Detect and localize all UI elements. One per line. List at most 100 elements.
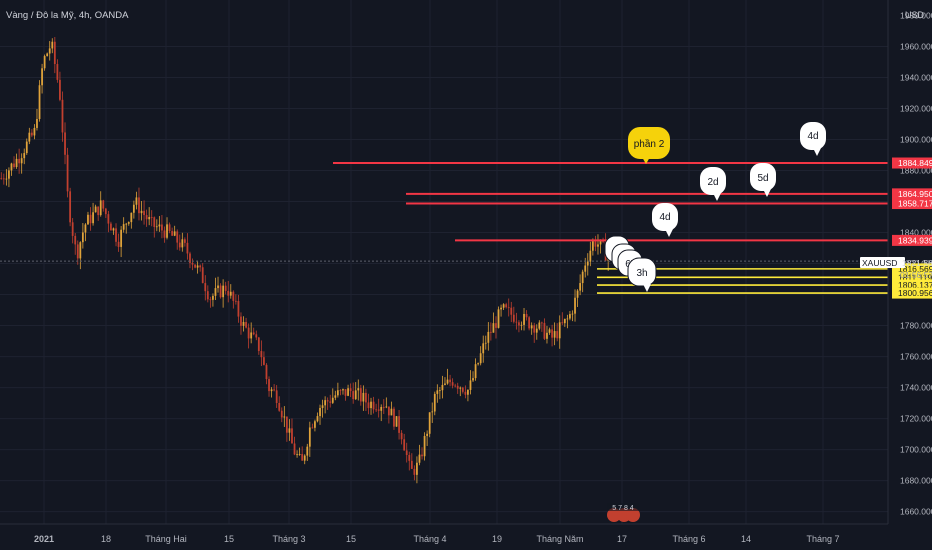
candle-body [563, 318, 566, 324]
level-tag-bg [892, 234, 932, 246]
candle-body [168, 224, 171, 232]
callout-4d-top-label: 4d [807, 131, 818, 142]
candle-body [102, 200, 105, 209]
candle-body [372, 401, 375, 410]
candle-body [426, 433, 429, 436]
x-tick-label: 17 [617, 534, 627, 544]
candle-body [416, 462, 418, 475]
current-symbol: XAUUSD [862, 258, 897, 268]
candle-body [41, 68, 43, 86]
candle-body [561, 322, 564, 324]
candle-body [293, 443, 296, 455]
candle-body [579, 283, 582, 291]
candle-body [594, 241, 597, 247]
callout-phan-2[interactable]: phần 2 [628, 127, 670, 164]
candle-body [23, 153, 26, 159]
candle-body [393, 408, 395, 427]
candle-body [423, 435, 426, 457]
candle-body [301, 454, 304, 461]
candle-body [84, 224, 87, 233]
candle-body [349, 388, 352, 392]
candle-body [194, 264, 196, 268]
level-tag-label: 1834.939 [898, 235, 932, 245]
candle-body [303, 455, 306, 461]
candle-body [212, 295, 214, 300]
candle-body [158, 224, 161, 227]
candle-body [410, 460, 413, 469]
candle-body [278, 402, 281, 411]
candle-countdown: 01:56:57 [900, 270, 932, 280]
candle-body [263, 357, 265, 365]
candle-body [507, 307, 510, 309]
candle-body [405, 450, 408, 455]
candle-body [127, 222, 130, 224]
candle-body [229, 291, 232, 296]
currency-label: USD [905, 10, 925, 20]
y-tick-label: 1780.000 [900, 321, 932, 331]
candle-body [418, 454, 421, 463]
candle-body [584, 265, 587, 272]
candle-body [543, 322, 546, 339]
candles-layer [0, 36, 612, 484]
candle-body [120, 229, 123, 247]
candle-body [599, 239, 602, 245]
level-tag-label: 1864.950 [898, 189, 932, 199]
candle-body [56, 64, 59, 80]
candle-body [247, 327, 250, 339]
candle-body [97, 206, 100, 216]
callout-3h-label: 3h [636, 268, 647, 279]
candle-body [51, 41, 54, 49]
candle-body [166, 224, 168, 238]
candle-body [571, 313, 574, 315]
level-tag-bg [892, 287, 932, 299]
candle-body [234, 300, 237, 302]
candle-body [446, 379, 449, 384]
level-tag-label: 1858.717 [898, 199, 932, 209]
candle-body [326, 400, 329, 402]
candle-body [497, 309, 500, 328]
candle-body [354, 390, 357, 400]
candle-body [597, 244, 599, 247]
candle-body [518, 322, 520, 326]
x-tick-label: 15 [346, 534, 356, 544]
candle-body [66, 154, 69, 192]
candle-body [48, 48, 51, 54]
candle-body [365, 392, 367, 403]
candle-body [173, 231, 176, 236]
candle-body [525, 313, 528, 318]
y-tick-label: 1880.000 [900, 166, 932, 176]
candle-body [454, 385, 457, 387]
candle-body [291, 428, 293, 444]
candle-body [528, 317, 531, 329]
chart-annotations[interactable]: phần 2 4d 2d 5d 4d 6' 3 [604, 122, 826, 292]
candle-body [18, 158, 21, 164]
candle-body [2, 178, 5, 180]
candle-body [382, 406, 385, 408]
candle-body [81, 232, 84, 243]
candle-body [135, 197, 138, 205]
candle-body [329, 401, 332, 403]
candle-body [79, 242, 82, 259]
candle-body [76, 244, 79, 259]
callout-4d[interactable]: 4d [652, 203, 678, 237]
y-tick-label: 1760.000 [900, 352, 932, 362]
events-badge[interactable]: 5 7 8 4 [607, 503, 640, 522]
candle-body [296, 454, 298, 456]
candle-body [28, 132, 31, 142]
level-tag-bg [892, 271, 932, 283]
candle-body [217, 285, 219, 289]
candle-body [390, 408, 393, 416]
callout-cluster[interactable]: 6' 3h [604, 235, 657, 292]
candle-body [487, 331, 490, 343]
candle-body [413, 468, 416, 475]
callout-2d[interactable]: 2d [700, 167, 726, 201]
callout-4d-top[interactable]: 4d [800, 122, 826, 156]
callout-5d-label: 5d [757, 173, 768, 184]
callout-5d[interactable]: 5d [750, 163, 776, 197]
candle-body [155, 226, 158, 228]
candle-body [380, 406, 383, 411]
candle-body [459, 387, 462, 389]
candle-body [316, 416, 319, 422]
